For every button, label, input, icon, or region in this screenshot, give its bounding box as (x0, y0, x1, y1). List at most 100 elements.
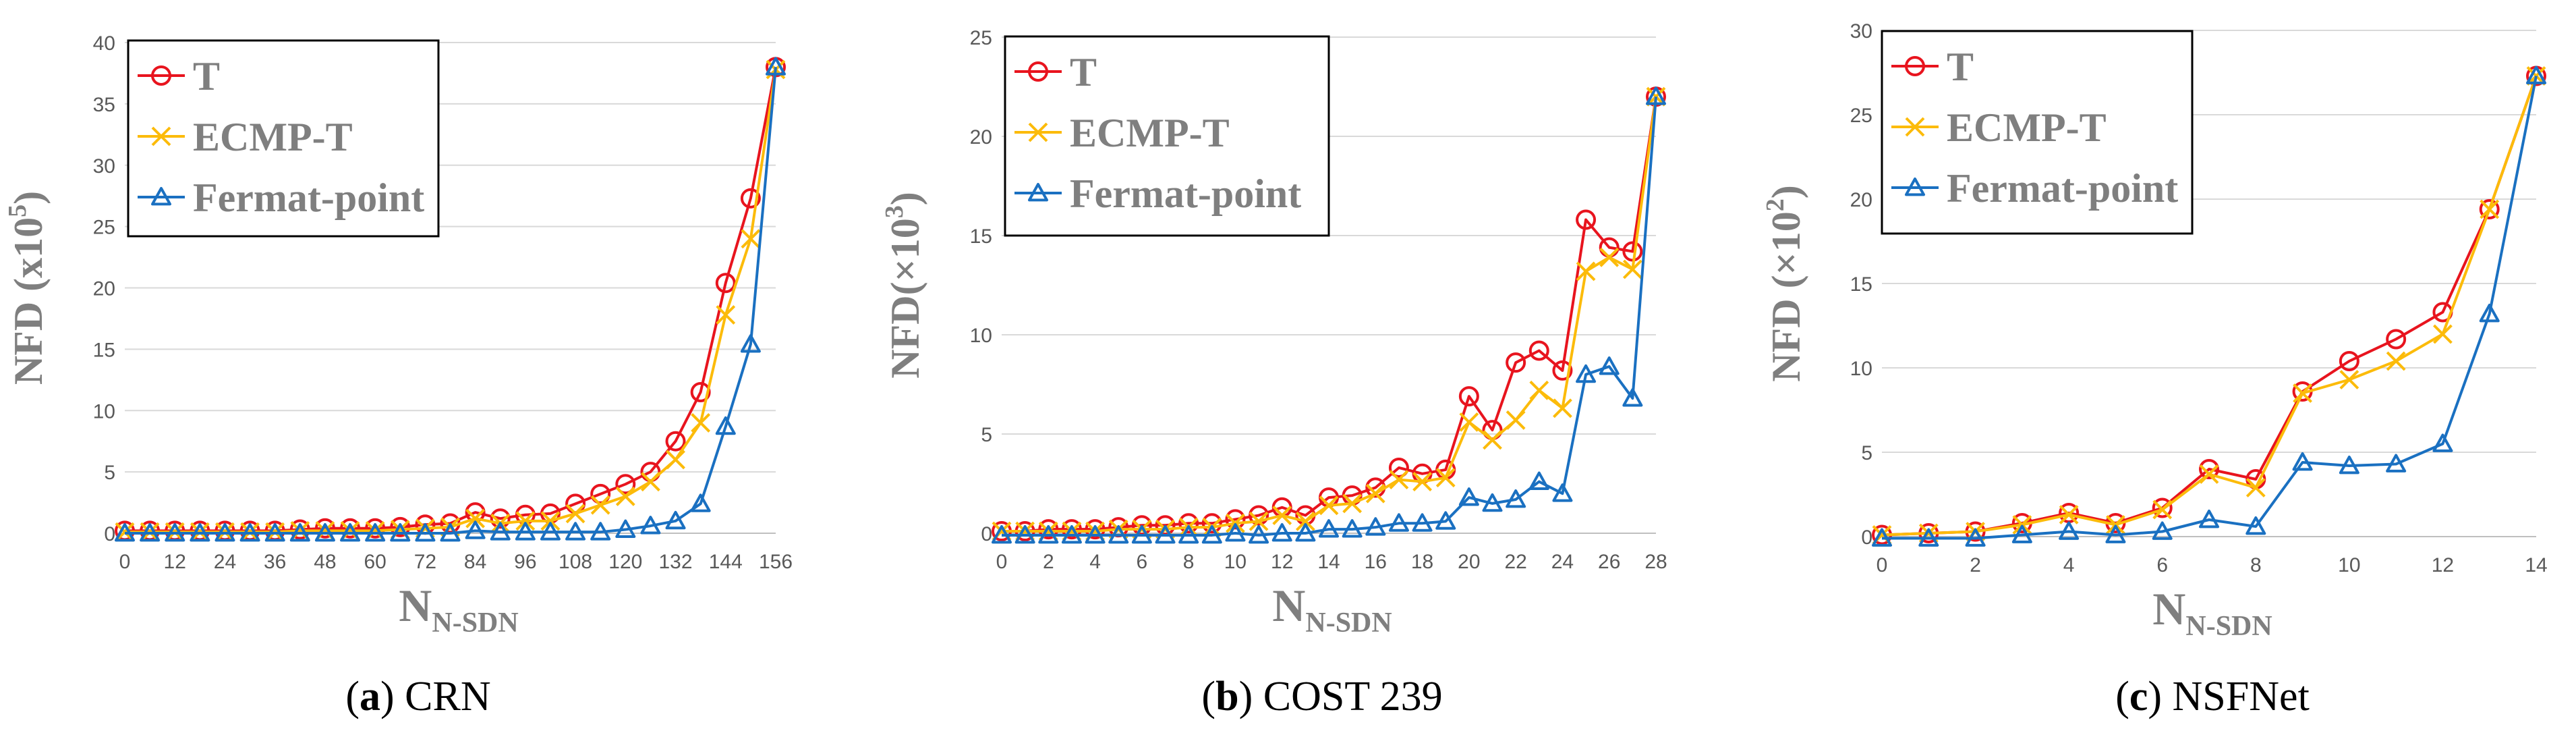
x-tick-label: 22 (1504, 551, 1526, 573)
x-tick-label: 18 (1411, 551, 1433, 573)
data-point-marker (690, 493, 711, 512)
x-tick-label: 4 (1089, 551, 1101, 573)
y-tick-label: 5 (981, 424, 992, 446)
data-point-marker (1249, 511, 1269, 531)
x-tick-label: 0 (1877, 554, 1888, 576)
data-point-marker (1388, 513, 1409, 532)
legend-label: ECMP-T (193, 115, 353, 159)
legend-marker (1905, 56, 1925, 76)
data-point-marker (2199, 459, 2219, 479)
x-tick-label: 132 (659, 551, 693, 573)
data-point-marker (1319, 495, 1339, 516)
legend: T ECMP-T Fermat-point (127, 39, 440, 238)
legend-marker (151, 65, 171, 86)
data-point-marker (2292, 452, 2313, 471)
data-point-marker (590, 483, 611, 504)
data-point-marker (2245, 478, 2266, 497)
data-point-marker (1131, 524, 1152, 544)
data-point-marker (741, 229, 761, 249)
legend-label: Fermat-point (193, 175, 424, 220)
y-tick-label: 35 (93, 94, 115, 116)
data-point-marker (1552, 483, 1573, 502)
panel-caption: (a) CRN (345, 674, 490, 720)
data-point-marker (1178, 524, 1199, 544)
data-point-marker (1646, 86, 1666, 105)
legend-marker (1028, 122, 1048, 142)
y-tick-label: 30 (93, 155, 115, 178)
legend-label: T (193, 54, 220, 99)
legend-marker (151, 126, 171, 146)
data-point-marker (239, 523, 260, 542)
legend-box (127, 39, 440, 238)
data-point-marker (2245, 516, 2266, 535)
legend-marker (1905, 117, 1925, 137)
x-tick-label: 16 (1365, 551, 1387, 573)
y-tick-label: 25 (93, 217, 115, 239)
data-point-marker (565, 504, 585, 524)
y-tick-label: 40 (93, 32, 115, 55)
data-point-marker (1528, 340, 1549, 361)
y-tick-label: 25 (970, 27, 992, 49)
data-point-marker (715, 273, 736, 294)
legend-marker (1028, 61, 1048, 82)
data-point-marker (2105, 524, 2126, 543)
data-point-marker (365, 523, 386, 542)
y-tick-label: 15 (970, 225, 992, 248)
data-point-marker (2339, 351, 2359, 371)
data-point-marker (1506, 410, 1526, 430)
data-point-marker (365, 518, 386, 539)
x-tick-label: 0 (119, 551, 131, 573)
data-point-marker (2480, 199, 2500, 219)
y-tick-label: 10 (970, 325, 992, 347)
legend-label: ECMP-T (1070, 111, 1230, 155)
legend-label: ECMP-T (1947, 105, 2107, 150)
data-point-marker (1528, 471, 1549, 490)
data-point-marker (2011, 524, 2032, 543)
x-tick-label: 6 (2156, 554, 2168, 576)
y-tick-label: 10 (1850, 358, 1872, 380)
data-point-marker (1622, 388, 1643, 407)
y-tick-label: 5 (104, 462, 115, 484)
data-point-marker (1365, 517, 1386, 536)
data-point-marker (1295, 511, 1315, 531)
data-point-marker (2199, 464, 2219, 484)
data-point-marker (1201, 524, 1222, 544)
x-tick-label: 108 (559, 551, 592, 573)
data-point-marker (590, 522, 611, 541)
data-point-marker (2199, 510, 2219, 529)
data-point-marker (615, 487, 635, 506)
x-tick-label: 24 (214, 551, 236, 573)
x-tick-label: 36 (264, 551, 286, 573)
y-tick-label: 20 (970, 126, 992, 148)
data-point-marker (540, 511, 561, 531)
x-tick-label: 10 (2338, 554, 2360, 576)
y-tick-label: 0 (104, 523, 115, 545)
y-tick-label: 10 (93, 400, 115, 423)
x-tick-label: 96 (514, 551, 536, 573)
data-point-marker (1038, 519, 1059, 540)
data-point-marker (1342, 493, 1363, 514)
chart-panel-c: 0 5 10 15 20 25 30 0 2 4 6 8 10 12 14 NFD (×102) NN-SDN T… (1761, 20, 2548, 720)
data-point-marker (340, 518, 361, 539)
data-point-marker (1506, 489, 1526, 508)
data-point-marker (2339, 456, 2359, 475)
data-point-marker (2479, 304, 2500, 323)
data-point-marker (515, 511, 536, 531)
x-tick-label: 4 (2063, 554, 2075, 576)
x-tick-label: 48 (314, 551, 336, 573)
data-point-marker (1342, 519, 1363, 538)
data-point-marker (2059, 505, 2079, 524)
data-point-marker (2152, 521, 2173, 540)
data-point-marker (740, 334, 761, 353)
data-point-marker (1061, 519, 1082, 540)
legend: T ECMP-T Fermat-point (1881, 30, 2194, 235)
data-point-marker (665, 431, 686, 452)
data-point-marker (115, 523, 135, 542)
series-fermat-point (1872, 65, 2546, 547)
data-point-marker (1458, 386, 1479, 407)
x-tick-label: 8 (1183, 551, 1195, 573)
data-point-marker (1483, 430, 1502, 450)
data-point-marker (490, 508, 511, 529)
x-tick-label: 12 (164, 551, 186, 573)
